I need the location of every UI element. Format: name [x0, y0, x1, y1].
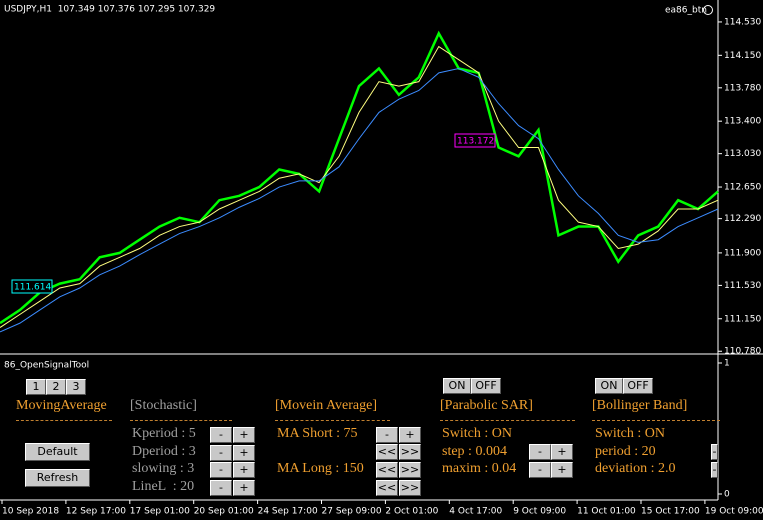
- x-tick-label: 27 Sep 09:00: [322, 507, 382, 517]
- button[interactable]: 3: [66, 379, 86, 395]
- button[interactable]: -: [210, 427, 232, 443]
- button[interactable]: -: [210, 462, 232, 478]
- button[interactable]: -: [711, 462, 718, 478]
- label: [Movein Average]: [275, 398, 377, 413]
- button[interactable]: +: [551, 444, 573, 460]
- y-tick-label: 110.780: [724, 347, 761, 357]
- separator: [275, 420, 390, 421]
- label: Kperiod : 5: [132, 426, 196, 441]
- label: MA Short : 75: [277, 426, 358, 441]
- button[interactable]: +: [399, 427, 421, 443]
- separator: [16, 420, 112, 421]
- sub-y-tick-label: 1: [724, 359, 730, 369]
- label: [Bollinger Band]: [592, 398, 688, 413]
- label: MA Long : 150: [277, 461, 364, 476]
- separator: [592, 420, 720, 421]
- label: step : 0.004: [442, 444, 507, 459]
- button[interactable]: +: [233, 462, 255, 478]
- label: Switch : ON: [442, 426, 512, 441]
- button[interactable]: 2: [46, 379, 66, 395]
- button[interactable]: 1: [26, 379, 46, 395]
- button[interactable]: Refresh: [25, 469, 90, 487]
- label: maxim : 0.04: [442, 461, 517, 476]
- button[interactable]: -: [529, 444, 551, 460]
- label: [Parabolic SAR]: [440, 398, 533, 413]
- label: period : 20: [595, 444, 656, 459]
- button[interactable]: +: [233, 480, 255, 496]
- price-tag-label: 111.614: [14, 283, 51, 293]
- button[interactable]: -: [210, 445, 232, 461]
- separator: [440, 420, 575, 421]
- y-tick-label: 111.900: [724, 248, 761, 258]
- x-tick-label: 15 Oct 17:00: [641, 507, 700, 517]
- button[interactable]: >>: [399, 462, 421, 478]
- price-line: [0, 45, 719, 328]
- x-tick-label: 2 Oct 01:00: [385, 507, 438, 517]
- button[interactable]: -: [376, 427, 398, 443]
- button[interactable]: <<: [376, 444, 398, 460]
- symbol-info: USDJPY,H1 107.349 107.376 107.295 107.32…: [4, 5, 215, 15]
- y-tick-label: 113.400: [724, 117, 761, 127]
- button[interactable]: -: [711, 444, 718, 460]
- price-line: [0, 30, 719, 325]
- label: Switch : ON: [595, 426, 665, 441]
- sub-y-tick-label: 0: [724, 490, 730, 500]
- label: slowing : 3: [132, 461, 195, 476]
- x-tick-label: 24 Sep 17:00: [258, 507, 318, 517]
- label: MovingAverage: [16, 398, 107, 413]
- button[interactable]: >>: [399, 444, 421, 460]
- label: Dperiod : 3: [132, 444, 196, 459]
- y-tick-label: 112.650: [724, 183, 761, 193]
- price-line: [0, 67, 719, 333]
- y-tick-label: 111.150: [724, 314, 761, 324]
- button[interactable]: +: [233, 427, 255, 443]
- button[interactable]: <<: [376, 462, 398, 478]
- button[interactable]: ON: [595, 378, 623, 394]
- label: [Stochastic]: [130, 398, 197, 413]
- button[interactable]: -: [210, 480, 232, 496]
- x-tick-label: 4 Oct 17:00: [449, 507, 502, 517]
- button[interactable]: OFF: [623, 378, 653, 394]
- y-tick-label: 113.780: [724, 83, 761, 93]
- x-tick-label: 17 Sep 01:00: [130, 507, 190, 517]
- x-tick-label: 12 Sep 17:00: [66, 507, 126, 517]
- label: LineL : 20: [132, 479, 195, 494]
- y-tick-label: 111.530: [724, 281, 761, 291]
- button[interactable]: -: [529, 462, 551, 478]
- separator: [130, 420, 232, 421]
- price-tag-label: 113.172: [457, 137, 494, 147]
- button[interactable]: Default: [25, 443, 90, 461]
- ea-button-label[interactable]: ea86_btn: [665, 6, 707, 16]
- button[interactable]: OFF: [471, 378, 501, 394]
- button[interactable]: +: [551, 462, 573, 478]
- x-tick-label: 9 Oct 09:00: [513, 507, 566, 517]
- button[interactable]: >>: [399, 480, 421, 496]
- price-tag-box: [454, 133, 496, 148]
- subwindow-title: 86_OpenSignalTool: [4, 361, 89, 371]
- button[interactable]: +: [233, 445, 255, 461]
- close-icon[interactable]: [703, 5, 713, 15]
- y-tick-label: 114.530: [724, 17, 761, 27]
- button[interactable]: <<: [376, 480, 398, 496]
- x-tick-label: 11 Oct 01:00: [577, 507, 636, 517]
- price-tag-box: [11, 279, 53, 294]
- x-tick-label: 10 Sep 2018: [2, 507, 59, 517]
- button[interactable]: ON: [443, 378, 471, 394]
- x-tick-label: 19 Oct 09:00: [705, 507, 763, 517]
- x-tick-label: 20 Sep 01:00: [194, 507, 254, 517]
- y-tick-label: 112.290: [724, 214, 761, 224]
- y-tick-label: 114.150: [724, 51, 761, 61]
- label: deviation : 2.0: [595, 461, 676, 476]
- y-tick-label: 113.030: [724, 149, 761, 159]
